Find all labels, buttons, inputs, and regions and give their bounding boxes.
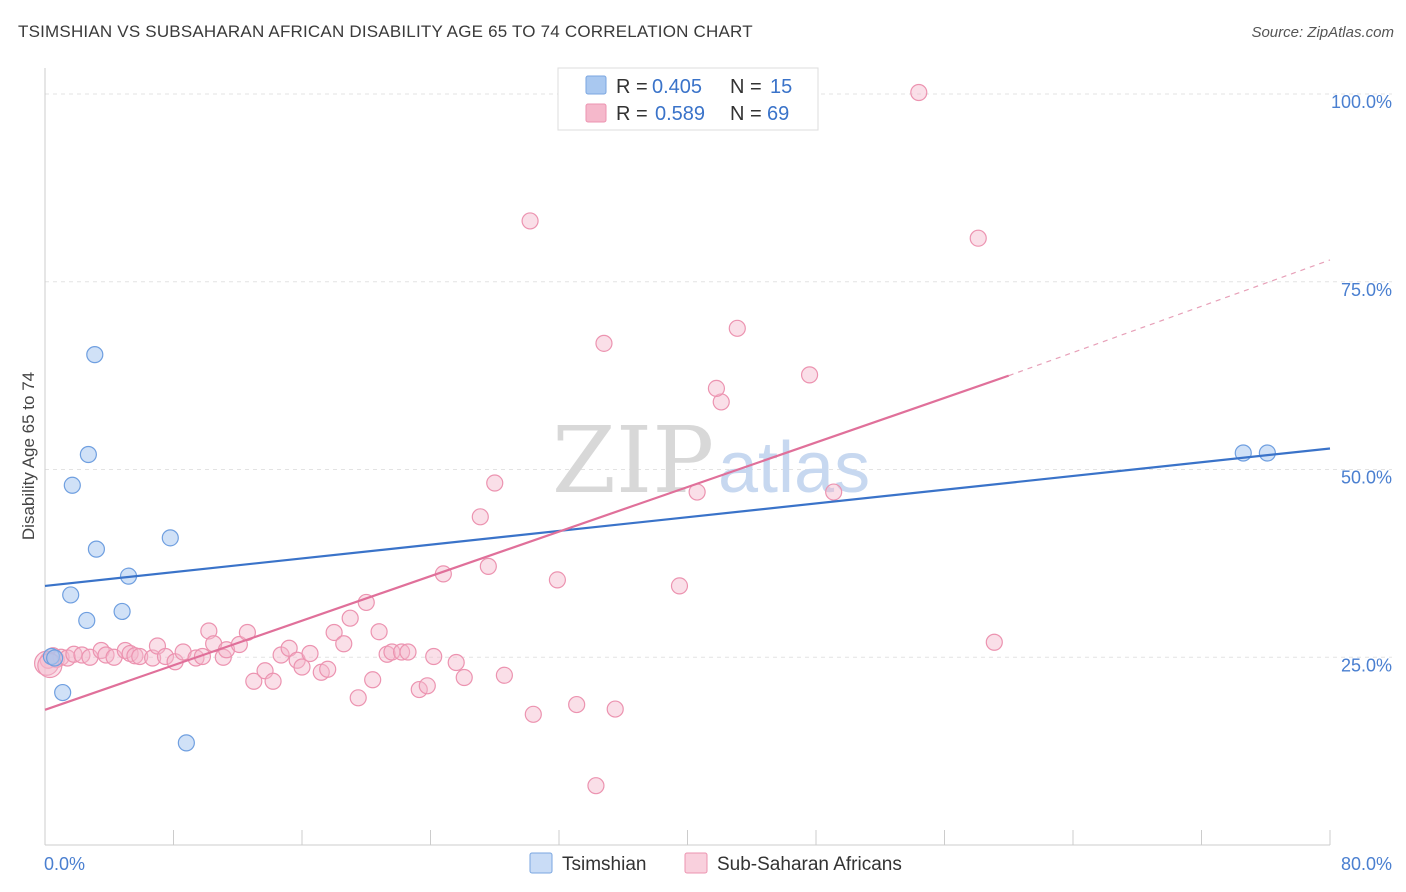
sub-saharan-point-30 <box>264 672 282 690</box>
sub-saharan-point-17 <box>156 647 175 666</box>
sub-saharan-point-39 <box>335 635 353 653</box>
sub-saharan-point-44 <box>370 623 388 641</box>
sub-saharan-point-38 <box>325 623 343 642</box>
axes <box>44 68 1331 846</box>
legend-r-value-1: 0.405 <box>652 76 702 98</box>
source-label: Source: ZipAtlas.com <box>1251 24 1394 41</box>
sub-saharan-point-60 <box>521 212 539 230</box>
sub-saharan-point-42 <box>357 593 375 612</box>
tsimshian-trend-line <box>44 447 1331 588</box>
tsimshian-point-6 <box>86 346 104 364</box>
sub-saharan-point-22 <box>200 622 218 640</box>
tsimshian-point-13 <box>1258 444 1276 462</box>
sub-saharan-point-32 <box>280 639 298 657</box>
tsimshian-point-14 <box>46 649 64 667</box>
sub-saharan-point-66 <box>670 577 689 595</box>
sub-saharan-point-13 <box>126 647 144 665</box>
watermark-zip: ZIP <box>552 407 714 514</box>
sub-saharan-point-50 <box>418 677 436 695</box>
tsimshian-point-4 <box>78 611 96 630</box>
sub-saharan-point-68 <box>712 393 730 411</box>
sub-saharan-point-34 <box>293 658 311 676</box>
series-tsimshian <box>42 346 1276 752</box>
chart-title: TSIMSHIAN VS SUBSAHARAN AFRICAN DISABILI… <box>18 22 753 41</box>
sub-saharan-point-40 <box>341 609 359 627</box>
sub-saharan-point-58 <box>495 666 513 684</box>
y-tick-label-2: 75.0% <box>1341 280 1392 300</box>
sub-saharan-point-54 <box>455 668 473 687</box>
sub-saharan-point-57 <box>486 474 504 492</box>
sub-saharan-point-75 <box>985 633 1003 651</box>
bottom-legend-swatch-pink <box>684 852 708 874</box>
sub-saharan-point-37 <box>319 660 337 678</box>
y-tick-label-1: 50.0% <box>1341 468 1392 488</box>
sub-saharan-point-28 <box>245 672 263 690</box>
y-tick-label-3: 100.0% <box>1331 92 1392 112</box>
legend-r-value-2: 0.589 <box>655 103 705 125</box>
grid-lines <box>45 93 1392 658</box>
sub-saharan-trend-line <box>44 374 1010 711</box>
sub-saharan-point-70 <box>728 319 746 337</box>
sub-saharan-point-47 <box>392 643 411 661</box>
tsimshian-point-11 <box>177 734 195 752</box>
sub-saharan-point-59 <box>524 705 542 723</box>
legend-n-label-1: N = <box>730 76 762 98</box>
legend-r-label-1: R = <box>616 76 648 98</box>
sub-saharan-point-51 <box>425 647 443 666</box>
x-tick-min: 0.0% <box>44 854 85 874</box>
sub-saharan-point-69 <box>707 379 726 398</box>
sub-saharan-point-62 <box>568 695 586 714</box>
legend-n-value-1: 15 <box>770 76 792 98</box>
tsimshian-point-8 <box>113 602 131 621</box>
sub-saharan-point-61 <box>548 571 566 589</box>
sub-saharan-point-73 <box>910 83 928 102</box>
sub-saharan-point-55 <box>471 508 489 526</box>
sub-saharan-point-11 <box>116 641 134 660</box>
sub-saharan-point-41 <box>349 689 367 707</box>
bottom-legend: Tsimshian Sub-Saharan Africans <box>529 852 902 875</box>
sub-saharan-point-53 <box>447 653 465 672</box>
tsimshian-point-7 <box>87 540 106 558</box>
sub-saharan-point-14 <box>131 647 149 666</box>
bottom-legend-tsimshian: Tsimshian <box>562 854 646 875</box>
bottom-legend-sub-saharan: Sub-Saharan Africans <box>717 854 902 875</box>
sub-saharan-point-48 <box>399 643 417 661</box>
legend-r-label-2: R = <box>616 103 648 125</box>
legend: R = 0.405 N = 15 R = 0.589 N = 69 <box>557 67 819 131</box>
tsimshian-point-2 <box>62 586 80 604</box>
sub-saharan-point-64 <box>606 700 624 718</box>
legend-n-label-2: N = <box>730 103 762 125</box>
x-tick-max: 80.0% <box>1341 854 1392 874</box>
y-tick-labels: 25.0% 50.0% 75.0% 100.0% <box>1331 92 1392 675</box>
sub-saharan-point-43 <box>364 671 382 689</box>
tsimshian-point-5 <box>79 445 97 464</box>
legend-swatch-pink <box>585 103 607 123</box>
y-tick-label-0: 25.0% <box>1341 655 1392 675</box>
sub-saharan-point-71 <box>800 366 819 384</box>
tsimshian-point-10 <box>161 529 179 547</box>
sub-saharan-point-49 <box>410 680 428 699</box>
sub-saharan-point-21 <box>193 647 212 666</box>
sub-saharan-point-56 <box>479 557 497 575</box>
bottom-legend-swatch-blue <box>529 852 553 874</box>
legend-swatch-blue <box>585 75 607 95</box>
sub-saharan-point-72 <box>825 483 843 501</box>
tsimshian-point-3 <box>63 476 81 494</box>
tsimshian-point-1 <box>54 683 72 702</box>
y-axis-label: Disability Age 65 to 74 <box>19 372 38 540</box>
sub-saharan-point-74 <box>969 229 987 247</box>
sub-saharan-point-35 <box>301 644 319 663</box>
sub-saharan-trend-extension <box>1008 259 1331 377</box>
legend-n-value-2: 69 <box>767 103 789 125</box>
sub-saharan-point-63 <box>595 334 613 352</box>
trend-lines <box>44 259 1331 711</box>
sub-saharan-point-65 <box>587 777 605 795</box>
